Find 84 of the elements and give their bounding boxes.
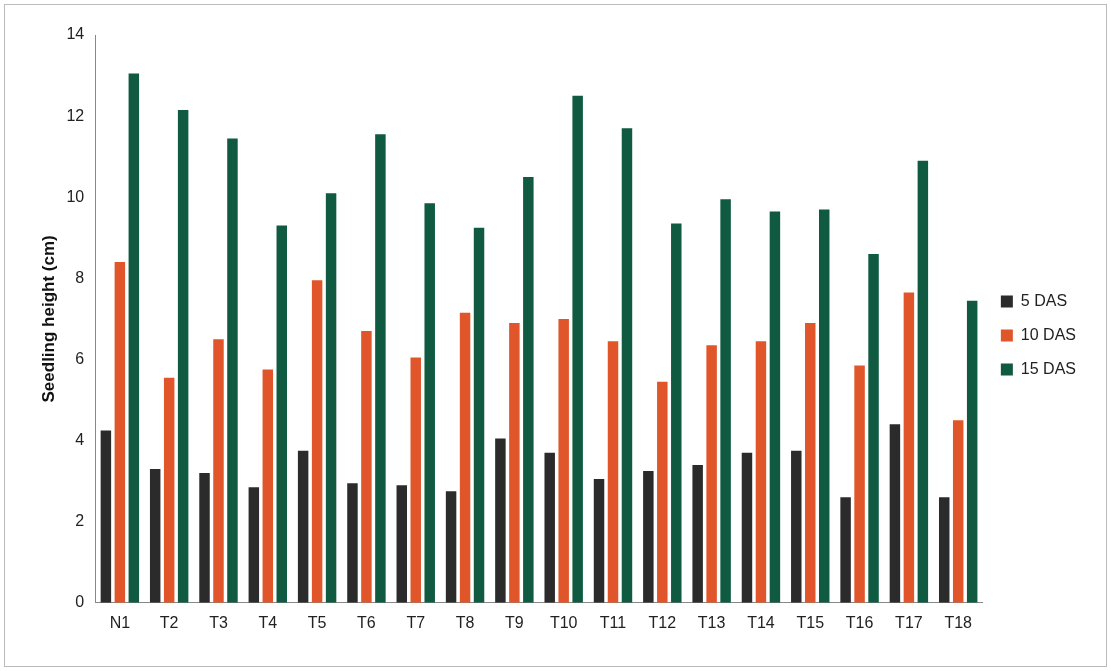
bar: [791, 450, 802, 603]
bar: [262, 369, 274, 603]
x-tick-label: T18: [944, 613, 973, 631]
x-tick-label: T7: [406, 613, 426, 631]
x-tick-label: T14: [747, 613, 775, 631]
bar: [854, 365, 865, 603]
bar: [163, 377, 175, 603]
x-tick-label: T5: [307, 613, 327, 631]
bar: [889, 424, 901, 603]
bar: [248, 487, 260, 603]
bar: [903, 292, 915, 603]
y-tick-label: 8: [75, 268, 85, 286]
y-tick-label: 10: [66, 187, 85, 205]
x-tick-label: T16: [845, 613, 874, 631]
bar: [227, 138, 238, 603]
bar: [868, 254, 879, 603]
bar: [572, 95, 583, 603]
bar: [375, 134, 386, 603]
bar: [276, 225, 288, 603]
bar: [917, 160, 929, 603]
bar: [424, 203, 435, 603]
y-tick-label: 0: [75, 593, 85, 611]
bar: [966, 300, 978, 603]
bar: [593, 479, 605, 603]
y-tick-label: 12: [66, 106, 85, 124]
bar: [720, 199, 731, 603]
legend-label: 5 DAS: [1020, 291, 1068, 309]
y-tick-label: 2: [75, 512, 85, 530]
bar: [643, 470, 654, 603]
bar: [509, 322, 520, 603]
bar: [410, 357, 421, 603]
bar: [297, 450, 309, 603]
x-tick-label: T6: [357, 613, 376, 631]
bar: [495, 438, 506, 603]
bar: [459, 312, 471, 603]
bar: [938, 497, 950, 603]
bar: [396, 485, 408, 603]
bar: [114, 262, 126, 603]
bar: [952, 420, 964, 603]
bar: [523, 176, 534, 603]
bar: [621, 128, 633, 603]
y-tick-label: 14: [66, 25, 85, 43]
x-tick-label: T10: [549, 613, 578, 631]
bar: [100, 430, 112, 603]
bar: [213, 339, 224, 603]
x-tick-label: N1: [109, 613, 131, 631]
bar: [445, 491, 457, 603]
bar: [544, 452, 555, 603]
bar: [805, 322, 816, 603]
bar: [177, 110, 189, 603]
bar: [692, 464, 703, 603]
y-axis-title: Seedling height (cm): [38, 235, 58, 403]
x-tick-label: T4: [258, 613, 278, 631]
bar: [199, 473, 210, 603]
x-tick-label: T8: [455, 613, 475, 631]
x-tick-label: T13: [697, 613, 726, 631]
bar: [755, 341, 767, 603]
bar: [706, 345, 717, 603]
legend-label: 15 DAS: [1020, 359, 1076, 377]
x-tick-label: T12: [648, 613, 677, 631]
bar: [473, 227, 485, 603]
x-tick-label: T3: [209, 613, 228, 631]
bar: [325, 193, 337, 603]
y-tick-label: 6: [75, 349, 85, 367]
bar: [840, 497, 851, 603]
bar: [149, 468, 161, 603]
bar: [558, 318, 569, 603]
bar: [311, 280, 323, 603]
bar: [769, 211, 781, 603]
bar: [657, 381, 668, 603]
x-tick-label: T11: [599, 613, 627, 631]
x-tick-label: T15: [796, 613, 825, 631]
x-tick-label: T2: [159, 613, 179, 631]
x-tick-label: T17: [895, 613, 923, 631]
bar: [741, 452, 753, 603]
bar: [671, 223, 682, 603]
y-tick-label: 4: [75, 430, 85, 448]
legend-label: 10 DAS: [1020, 325, 1076, 343]
bar: [818, 209, 830, 603]
x-tick-label: T9: [505, 613, 524, 631]
bar: [361, 331, 372, 603]
bar: [607, 341, 619, 603]
bar: [347, 483, 358, 603]
bar: [128, 73, 140, 603]
